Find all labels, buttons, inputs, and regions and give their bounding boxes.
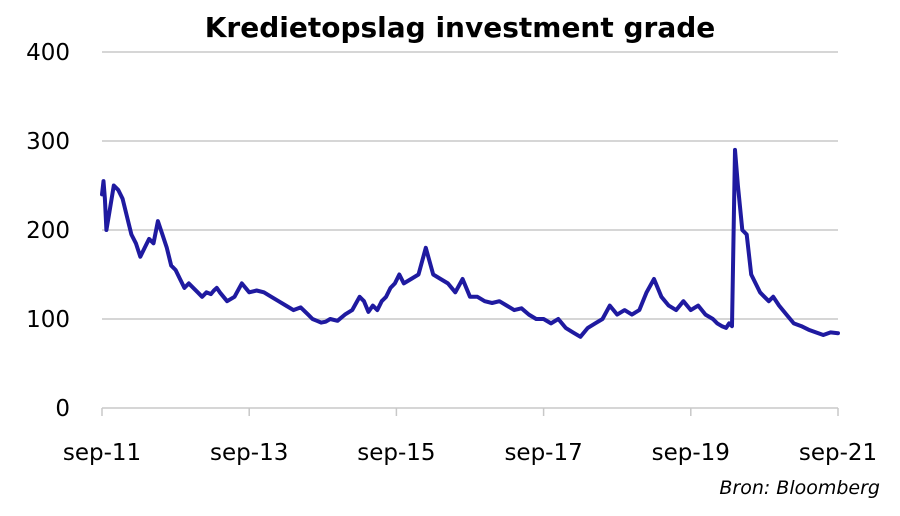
- source-note: Bron: Bloomberg: [719, 477, 880, 499]
- series-line: [100, 147, 840, 339]
- x-tick-label: sep-13: [210, 440, 288, 466]
- x-tick-label: sep-19: [652, 440, 730, 466]
- y-tick-label: 300: [26, 129, 70, 155]
- x-tick-label: sep-17: [504, 440, 582, 466]
- y-tick-label: 0: [55, 396, 70, 422]
- y-tick-label: 400: [26, 40, 70, 66]
- x-tick-label: sep-15: [357, 440, 435, 466]
- gridlines: [102, 51, 838, 320]
- x-axis-tick-labels: sep-11 sep-13 sep-15 sep-17 sep-19 sep-21: [63, 440, 877, 466]
- x-tick-label: sep-21: [799, 440, 877, 466]
- chart-title: Kredietopslag investment grade: [205, 11, 716, 44]
- x-tick-label: sep-11: [63, 440, 141, 466]
- y-axis-tick-labels: 0 100 200 300 400: [26, 40, 70, 422]
- y-tick-label: 100: [26, 307, 70, 333]
- x-axis: [101, 407, 839, 416]
- y-tick-label: 200: [26, 218, 70, 244]
